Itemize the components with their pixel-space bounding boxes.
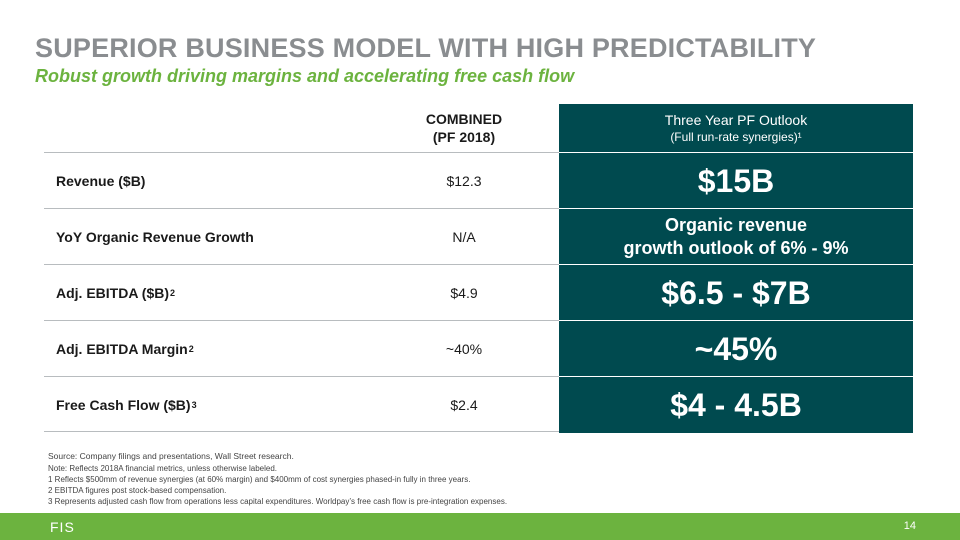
footnote-2: 2 EBITDA figures post stock-based compen… (48, 486, 227, 495)
row-combined-value: N/A (452, 228, 476, 245)
slide-title: SUPERIOR BUSINESS MODEL WITH HIGH PREDIC… (35, 33, 817, 63)
row-metric: Free Cash Flow ($B) 3 (56, 396, 197, 413)
metric-label: Free Cash Flow ($B) (56, 396, 191, 413)
metric-label: Revenue ($B) (56, 172, 146, 189)
row-outlook-value: Organic revenue growth outlook of 6% - 9… (559, 208, 913, 265)
metric-label: Adj. EBITDA Margin (56, 340, 188, 357)
source-note: Source: Company filings and presentation… (48, 451, 294, 461)
row-combined-value: $2.4 (450, 396, 478, 413)
row-metric: Adj. EBITDA ($B) 2 (56, 284, 176, 301)
footnote-3: 3 Represents adjusted cash flow from ope… (48, 497, 508, 506)
row-outlook-value: $4 - 4.5B (559, 376, 913, 433)
row-metric: Adj. EBITDA Margin 2 (56, 340, 194, 357)
header-combined: COMBINED (PF 2018) (378, 110, 550, 146)
header-outlook: Three Year PF Outlook (Full run-rate syn… (559, 104, 913, 152)
row-outlook-value: $15B (559, 152, 913, 209)
metric-label: Adj. EBITDA ($B) (56, 284, 170, 301)
header-combined-line1: COMBINED (425, 111, 503, 127)
header-combined-line2: (PF 2018) (432, 129, 496, 145)
general-note: Note: Reflects 2018A financial metrics, … (48, 464, 278, 473)
table-row-adj-ebitda: Adj. EBITDA ($B) 2 $4.9 $6.5 - $7B (44, 264, 913, 321)
table-row-free-cash-flow: Free Cash Flow ($B) 3 $2.4 $4 - 4.5B (44, 376, 913, 433)
row-outlook-value: ~45% (559, 320, 913, 377)
row-metric: Revenue ($B) (56, 153, 145, 208)
header-outlook-line1: Three Year PF Outlook (664, 112, 808, 128)
outlook-line2: growth outlook of 6% - 9% (623, 238, 849, 258)
table-header: COMBINED (PF 2018) Three Year PF Outlook… (44, 104, 913, 152)
table-row-organic-growth: YoY Organic Revenue Growth N/A Organic r… (44, 208, 913, 265)
fis-logo-icon: FIS (50, 519, 75, 535)
page-number: 14 (903, 520, 916, 532)
table-row-revenue: Revenue ($B) $12.3 $15B (44, 152, 913, 209)
slide-subtitle: Robust growth driving margins and accele… (35, 66, 575, 86)
fis-logo-text: FIS (50, 519, 75, 535)
footnotes: Source: Company filings and presentation… (48, 451, 908, 507)
metric-label: YoY Organic Revenue Growth (56, 228, 254, 245)
row-metric: YoY Organic Revenue Growth (56, 209, 254, 264)
footnote-1: 1 Reflects $500mm of revenue synergies (… (48, 475, 471, 484)
row-combined-value: ~40% (445, 340, 483, 357)
row-combined-value: $12.3 (446, 172, 482, 189)
row-outlook-value: $6.5 - $7B (559, 264, 913, 321)
footer-bar: FIS 14 (0, 513, 960, 540)
outlook-line1: Organic revenue (664, 215, 808, 235)
row-combined-value: $4.9 (450, 284, 478, 301)
header-outlook-line2: (Full run-rate synergies)¹ (670, 130, 802, 144)
table-row-ebitda-margin: Adj. EBITDA Margin 2 ~40% ~45% (44, 320, 913, 377)
comparison-table: COMBINED (PF 2018) Three Year PF Outlook… (44, 104, 913, 433)
